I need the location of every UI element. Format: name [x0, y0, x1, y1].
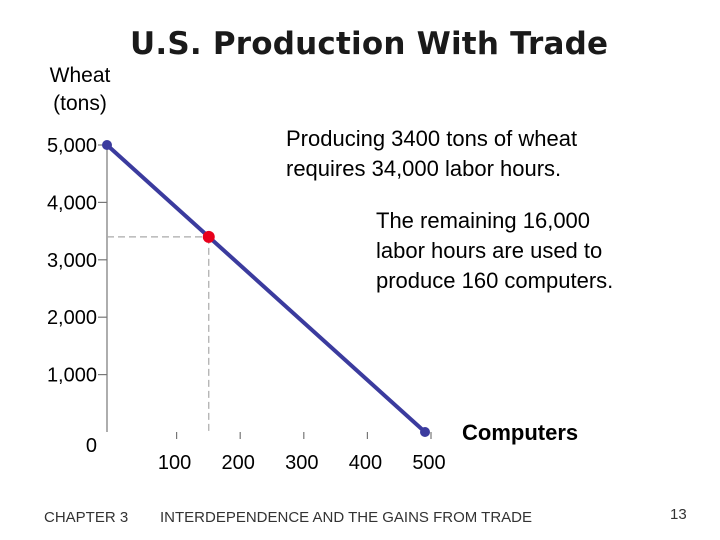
y-tick-label: 0	[86, 435, 97, 457]
annotation-computers: The remaining 16,000 labor hours are use…	[376, 206, 613, 296]
x-axis-label: Computers	[462, 420, 579, 445]
x-tick-label: 100	[158, 452, 191, 474]
footer-course-title: INTERDEPENDENCE AND THE GAINS FROM TRADE	[160, 509, 532, 526]
page-number: 13	[670, 506, 687, 523]
annotation-computers-line-3: produce 160 computers.	[376, 268, 614, 293]
annotation-wheat-line-1: Producing 3400 tons of wheat	[286, 126, 578, 151]
x-tick-label: 500	[412, 452, 445, 474]
annotation-computers-line-1: The remaining 16,000	[376, 208, 591, 233]
chart-title: U.S. Production With Trade	[130, 26, 609, 62]
y-axis-label-line-1: Wheat	[49, 64, 111, 87]
y-axis-label-line-2: (tons)	[53, 92, 107, 115]
y-tick-label: 4,000	[47, 192, 97, 214]
production-point-marker	[202, 230, 215, 243]
x-tick-label: 200	[222, 452, 255, 474]
endpoint-marker	[420, 427, 430, 437]
annotation-computers-line-2: labor hours are used to	[376, 238, 603, 263]
x-tick-label: 400	[349, 452, 382, 474]
y-tick-label: 1,000	[47, 365, 97, 387]
annotation-wheat-line-2: requires 34,000 labor hours.	[286, 156, 562, 181]
y-tick-label: 2,000	[47, 307, 97, 329]
y-tick-label: 5,000	[47, 135, 97, 157]
y-axis-label: Wheat (tons)	[30, 62, 130, 118]
y-tick-label: 3,000	[47, 250, 97, 272]
footer-chapter: CHAPTER 3	[44, 509, 129, 526]
ppf-line	[105, 143, 427, 434]
x-tick-label: 300	[285, 452, 318, 474]
endpoint-marker	[102, 140, 112, 150]
annotation-wheat: Producing 3400 tons of wheat requires 34…	[286, 124, 577, 184]
